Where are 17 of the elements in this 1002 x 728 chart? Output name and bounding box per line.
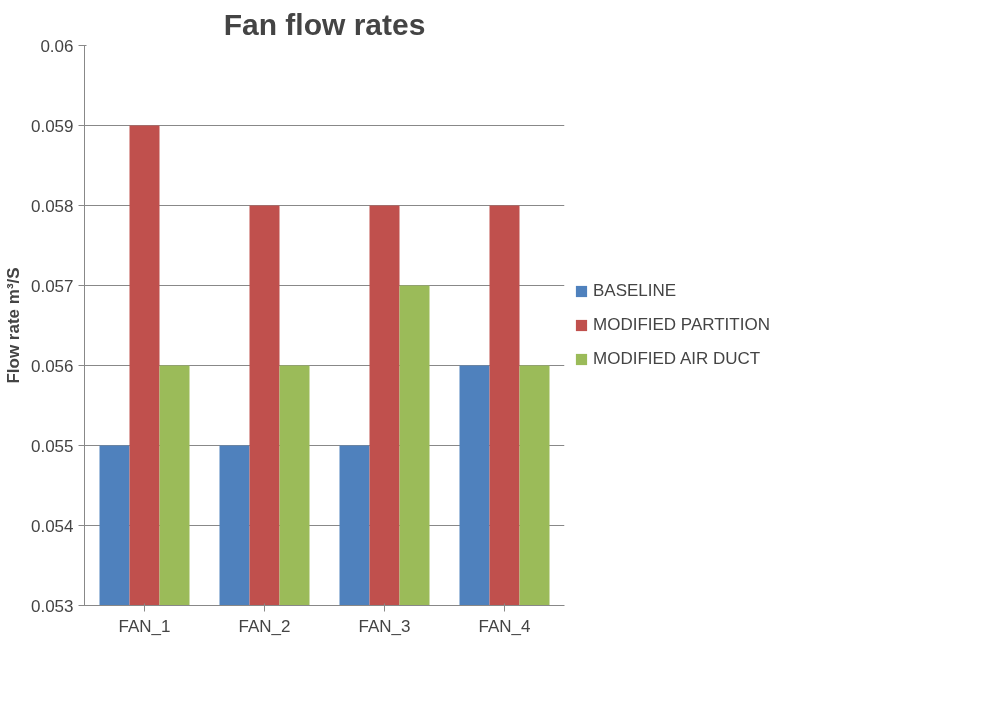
y-tick-label: 0.058 (30, 196, 74, 216)
x-tick-label: FAN_1 (118, 616, 171, 636)
y-tick-label: 0.059 (30, 116, 74, 136)
legend-label: BASELINE (593, 281, 677, 301)
y-tick-label: 0.056 (30, 356, 74, 376)
y-axis-title: Flow rate m³/S (3, 267, 23, 384)
x-tick-label: FAN_2 (238, 616, 291, 636)
x-tick-label: FAN_3 (358, 616, 411, 636)
y-tick-label: 0.055 (30, 436, 74, 456)
y-tick-label: 0.054 (30, 516, 74, 536)
legend-label: MODIFIED PARTITION (593, 315, 770, 335)
y-tick-label: 0.053 (30, 596, 74, 616)
x-tick-label: FAN_4 (478, 616, 531, 636)
chart-title: Fan flow rates (223, 7, 426, 41)
legend-label: MODIFIED AIR DUCT (593, 349, 761, 369)
y-tick-label: 0.057 (30, 276, 74, 296)
y-tick-label: 0.06 (40, 36, 74, 56)
